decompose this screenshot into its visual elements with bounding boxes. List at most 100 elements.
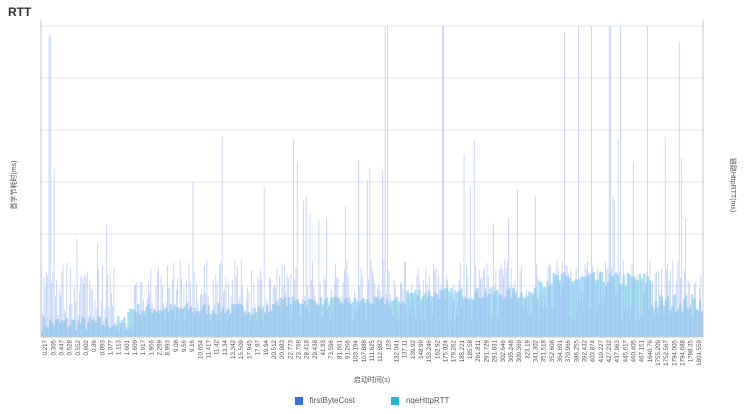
first-byte-cost-bar [378, 284, 380, 337]
first-byte-cost-bar [672, 260, 674, 337]
first-byte-cost-bar [401, 283, 403, 337]
first-byte-cost-bar [303, 200, 305, 337]
first-byte-cost-bar [490, 319, 492, 337]
first-byte-cost-bar [177, 278, 178, 337]
first-byte-cost-bar [331, 289, 333, 337]
rtt-bar [311, 299, 315, 337]
first-byte-cost-bar [259, 269, 261, 337]
first-byte-cost-bar [532, 296, 534, 337]
first-byte-cost-bar [72, 319, 74, 337]
first-byte-cost-bar [601, 304, 602, 337]
first-byte-cost-bar [281, 264, 283, 337]
first-byte-cost-bar [235, 276, 237, 337]
first-byte-cost-bar [476, 289, 478, 337]
first-byte-cost-bar [77, 315, 79, 337]
first-byte-cost-bar [504, 259, 506, 337]
x-tick-label: 9.08 [173, 339, 180, 352]
first-byte-cost-bar [114, 323, 116, 337]
first-byte-cost-bar [151, 302, 153, 337]
first-byte-cost-bar [631, 263, 633, 337]
first-byte-cost-bar [49, 35, 51, 338]
first-byte-cost-bar [677, 260, 679, 337]
x-tick-label: 467.151 [639, 339, 646, 362]
first-byte-cost-bar [242, 287, 243, 337]
first-byte-cost-bar [524, 295, 526, 337]
first-byte-cost-bar [408, 313, 410, 337]
first-byte-cost-bar [602, 282, 604, 337]
first-byte-cost-bar [657, 315, 658, 337]
x-tick-label: 370.966 [565, 339, 572, 362]
x-tick-label: 13.342 [230, 339, 237, 358]
first-byte-cost-bar [426, 282, 428, 337]
first-byte-cost-bar [183, 286, 185, 337]
x-tick-labels: 0.217 0.305 0.447 0.528 0.552 0.602 0.86 0.893 1… [42, 339, 703, 365]
first-byte-cost-bar [501, 268, 503, 337]
rtt-bar [600, 272, 603, 337]
first-byte-cost-bar [147, 282, 149, 337]
first-byte-cost-bar [691, 315, 693, 337]
first-byte-cost-bar [66, 262, 68, 337]
first-byte-cost-bar [643, 292, 644, 337]
first-byte-cost-bar [332, 311, 334, 337]
rtt-bar [420, 299, 423, 337]
rtt-bar [69, 324, 72, 337]
first-byte-cost-bar [648, 309, 650, 337]
first-byte-cost-bar [627, 274, 629, 337]
first-byte-cost-bar [512, 287, 513, 337]
first-byte-cost-bar [444, 298, 446, 337]
rtt-bar [580, 276, 583, 337]
first-byte-cost-bar [464, 295, 466, 337]
first-byte-cost-bar [258, 279, 260, 337]
first-byte-cost-bar [625, 285, 627, 337]
first-byte-cost-bar [604, 261, 606, 337]
x-tick-label: 351.518 [541, 339, 548, 362]
first-byte-cost-bar [584, 264, 586, 337]
first-byte-cost-bar [545, 303, 546, 337]
first-byte-cost-bar [347, 275, 349, 337]
first-byte-cost-bar [327, 311, 329, 337]
first-byte-cost-bar [534, 196, 536, 337]
rtt-bar [570, 281, 573, 337]
legend-item-nqe-http-rtt[interactable]: nqeHttpRTT [390, 396, 449, 405]
first-byte-cost-bar [263, 187, 265, 337]
legend-item-first-byte-cost[interactable]: firstByteCost [294, 396, 355, 405]
rtt-bar [640, 278, 644, 337]
first-byte-cost-bar [315, 303, 317, 337]
rtt-bar [135, 312, 138, 337]
first-byte-cost-bar [495, 269, 497, 337]
x-tick-label: 20.512 [271, 339, 278, 358]
rtt-bar [396, 297, 399, 337]
first-byte-cost-bar [610, 26, 611, 337]
first-byte-cost-bar [132, 322, 134, 337]
first-byte-cost-bar [533, 288, 535, 337]
first-byte-cost-bar [100, 301, 102, 337]
first-byte-cost-bar [43, 276, 45, 337]
first-byte-cost-bar [612, 196, 614, 337]
first-byte-cost-bar [566, 265, 568, 337]
legend-swatch [294, 396, 303, 405]
first-byte-cost-bar [234, 259, 236, 337]
first-byte-cost-bar [372, 270, 373, 337]
first-byte-cost-bar [341, 296, 343, 337]
x-tick-label: 0.305 [50, 339, 57, 355]
x-tick-label: 0.447 [58, 339, 65, 355]
first-byte-cost-bar [561, 259, 563, 337]
rtt-bar [301, 303, 305, 337]
x-tick-label: 9.56 [181, 339, 188, 352]
rtt-bar [552, 272, 555, 337]
first-byte-cost-bar [209, 318, 210, 337]
first-byte-cost-bar [231, 279, 233, 337]
first-byte-cost-bar [468, 300, 470, 337]
first-byte-cost-bar [478, 269, 480, 337]
rtt-bar [500, 294, 503, 337]
first-byte-cost-bar [475, 265, 476, 337]
first-byte-cost-bar [192, 181, 194, 337]
rtt-bar [462, 299, 465, 337]
first-byte-cost-bar [438, 274, 439, 337]
first-byte-cost-bar [626, 308, 628, 337]
rtt-bar [510, 297, 513, 337]
rtt-bar [532, 293, 535, 337]
rtt-bar [165, 307, 168, 337]
first-byte-cost-bar [392, 315, 394, 337]
first-byte-cost-bar [632, 162, 634, 337]
